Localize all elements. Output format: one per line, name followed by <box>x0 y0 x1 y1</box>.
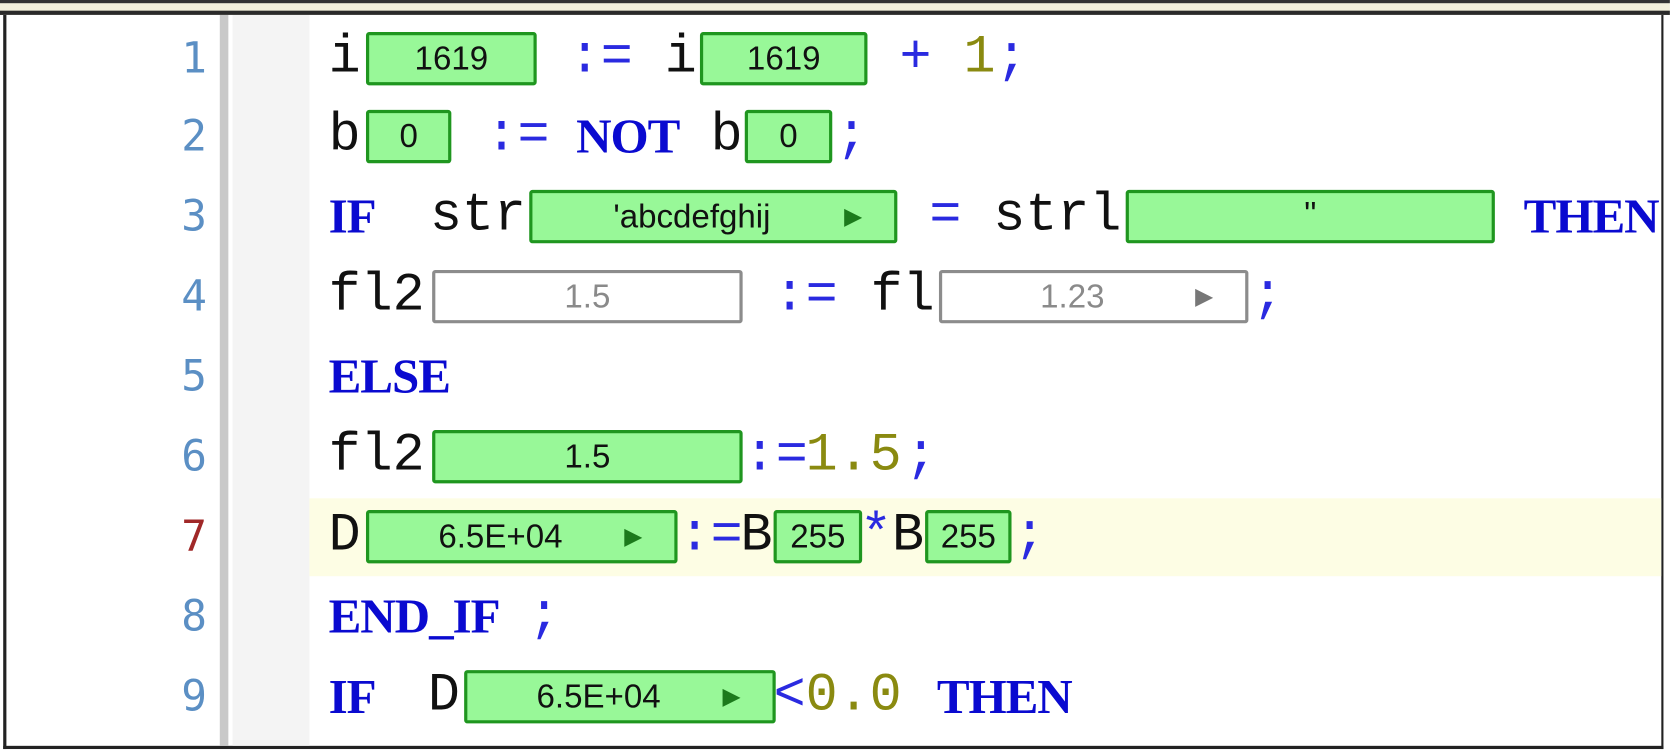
line-number: 8 <box>181 592 207 642</box>
identifier: B <box>740 505 773 567</box>
watch-value[interactable]: 6.5E+04 ▶ <box>365 510 678 564</box>
keyword: THEN <box>936 669 1073 724</box>
line-number: 3 <box>181 192 207 242</box>
watch-text: 1.5 <box>564 277 611 315</box>
identifier: fl <box>870 265 935 327</box>
semicolon: ; <box>904 425 937 487</box>
watch-value[interactable]: 6.5E+04 ▶ <box>464 670 776 724</box>
identifier: b <box>328 105 361 167</box>
keyword: END_IF <box>328 588 501 644</box>
watch-text: 255 <box>940 517 996 555</box>
operator: := <box>773 265 838 327</box>
gutter-separator <box>219 14 229 746</box>
code-line-4[interactable]: 4 fl2 1.5 := fl 1.23 ▶ ; <box>6 257 1661 336</box>
watch-value[interactable]: 255 <box>925 510 1012 564</box>
semicolon: ; <box>835 105 868 167</box>
watch-text: 6.5E+04 <box>536 677 661 715</box>
identifier: D <box>427 665 460 727</box>
identifier: B <box>892 505 925 567</box>
code-line-1[interactable]: 1 i 1619 := i 1619 + 1 ; <box>6 19 1661 98</box>
operator: := <box>485 105 550 167</box>
watch-value[interactable]: 'abcdefghij ▶ <box>529 189 898 244</box>
operator: := <box>678 505 743 567</box>
operator: = <box>929 185 962 247</box>
code-editor[interactable]: 1 i 1619 := i 1619 + 1 ; 2 b 0 := NOT b … <box>3 14 1664 750</box>
triangle-right-icon[interactable]: ▶ <box>1195 282 1214 310</box>
watch-text: 6.5E+04 <box>438 517 563 555</box>
watch-value[interactable]: '' <box>1125 189 1495 244</box>
watch-value[interactable]: 1619 <box>365 32 537 86</box>
number-literal: 1 <box>963 27 996 89</box>
watch-value[interactable]: 0 <box>744 109 833 164</box>
keyword: IF <box>328 669 377 724</box>
watch-text: 1619 <box>746 39 821 77</box>
number-literal: 0.0 <box>805 665 902 727</box>
operator: < <box>773 665 806 727</box>
number-literal: 1.5 <box>805 425 902 487</box>
watch-text: 'abcdefghij <box>613 197 771 235</box>
operator: + <box>899 27 932 89</box>
line-number: 2 <box>181 112 207 162</box>
line-number: 9 <box>181 672 207 722</box>
line-number: 6 <box>181 432 207 482</box>
watch-value[interactable]: 255 <box>773 510 863 564</box>
identifier: str <box>430 185 527 247</box>
keyword: THEN <box>1523 188 1660 244</box>
watch-value-inactive[interactable]: 1.5 <box>432 269 743 324</box>
watch-text: 0 <box>779 117 798 155</box>
watch-value[interactable]: 0 <box>365 109 452 164</box>
code-line-8[interactable]: 8 END_IF ; <box>6 577 1661 656</box>
breakpoint-column[interactable] <box>232 14 310 746</box>
code-line-7[interactable]: 7 D 6.5E+04 ▶ := B 255 * B 255 ; <box>6 497 1661 576</box>
identifier: D <box>328 505 361 567</box>
watch-text: '' <box>1303 195 1317 233</box>
identifier: fl2 <box>328 265 425 327</box>
operator: * <box>860 505 893 567</box>
watch-value[interactable]: 1.5 <box>432 430 743 484</box>
watch-value-inactive[interactable]: 1.23 ▶ <box>938 269 1249 324</box>
operator: := <box>743 425 808 487</box>
triangle-right-icon[interactable]: ▶ <box>844 202 863 230</box>
semicolon: ; <box>995 27 1028 89</box>
identifier: b <box>710 105 743 167</box>
identifier: i <box>664 27 697 89</box>
code-line-3[interactable]: 3 IF str 'abcdefghij ▶ = strl '' THEN <box>6 177 1661 256</box>
semicolon: ; <box>1251 265 1284 327</box>
keyword: NOT <box>576 108 680 164</box>
identifier: fl2 <box>328 425 425 487</box>
code-line-2[interactable]: 2 b 0 := NOT b 0 ; <box>6 97 1661 176</box>
line-number: 4 <box>181 272 207 322</box>
semicolon: ; <box>528 585 561 647</box>
triangle-right-icon[interactable]: ▶ <box>624 522 643 550</box>
semicolon: ; <box>1013 505 1046 567</box>
watch-text: 1.5 <box>564 437 611 475</box>
watch-value[interactable]: 1619 <box>699 32 868 86</box>
triangle-right-icon[interactable]: ▶ <box>722 682 741 710</box>
window-frame-top <box>0 0 1670 15</box>
identifier: i <box>328 27 361 89</box>
code-line-5[interactable]: 5 ELSE <box>6 337 1661 416</box>
line-number: 5 <box>181 352 207 402</box>
line-number: 1 <box>181 34 207 84</box>
operator: := <box>568 27 633 89</box>
watch-text: 1619 <box>414 39 489 77</box>
watch-text: 0 <box>399 117 418 155</box>
line-number: 7 <box>181 512 207 562</box>
keyword: ELSE <box>328 348 451 404</box>
watch-text: 1.23 <box>1040 277 1105 315</box>
code-line-9[interactable]: 9 IF D 6.5E+04 ▶ < 0.0 THEN <box>6 657 1661 736</box>
code-line-6[interactable]: 6 fl2 1.5 := 1.5 ; <box>6 417 1661 496</box>
identifier: strl <box>993 185 1122 247</box>
watch-text: 255 <box>790 517 846 555</box>
keyword: IF <box>328 188 377 244</box>
